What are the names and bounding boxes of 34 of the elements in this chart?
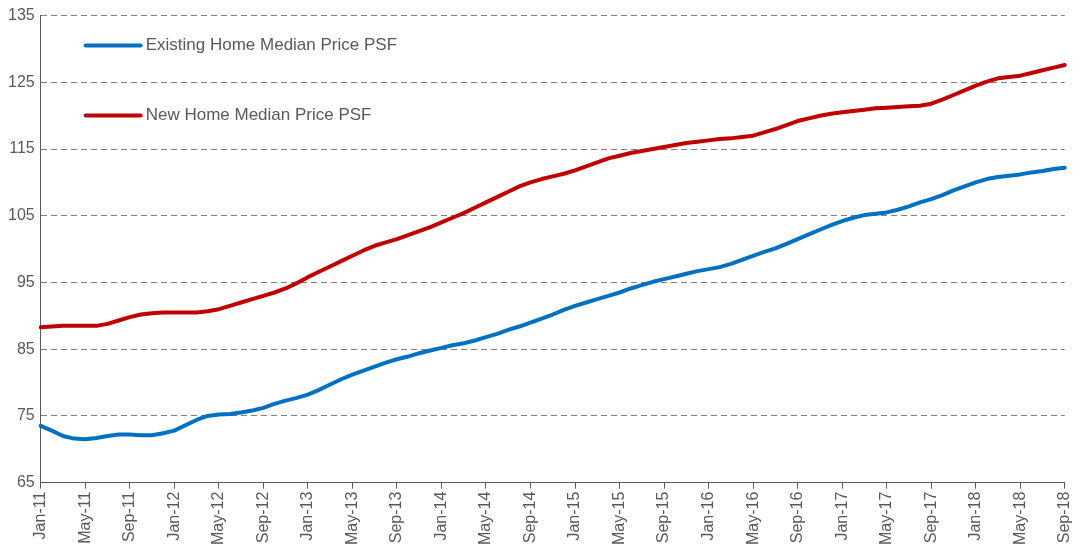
x-tick-label: May-16 <box>743 491 761 546</box>
x-tick-label: Jan-18 <box>966 491 984 541</box>
x-tick-label: May-18 <box>1010 491 1028 546</box>
x-tick-label: Jan-15 <box>565 491 583 541</box>
x-tick-label: May-17 <box>877 491 895 546</box>
y-tick-label: 85 <box>16 339 35 357</box>
x-tick-label: Jan-14 <box>431 491 449 541</box>
x-tick-label: Jan-12 <box>164 491 182 541</box>
x-tick-label: Sep-13 <box>387 491 405 544</box>
y-tick-label: 125 <box>7 72 35 90</box>
x-tick-label: Jan-16 <box>699 491 716 541</box>
x-tick-label: May-13 <box>342 491 360 546</box>
legend-label: Existing Home Median Price PSF <box>145 35 398 55</box>
x-tick-label: Sep-17 <box>921 491 939 544</box>
x-tick-label: Jan-13 <box>298 491 316 541</box>
y-tick-label: 105 <box>7 206 35 224</box>
x-tick-label: Jan-17 <box>832 491 850 541</box>
x-tick-label: Sep-18 <box>1055 491 1073 544</box>
y-tick-label: 65 <box>16 473 35 491</box>
x-tick-label: Sep-12 <box>253 491 271 544</box>
x-tick-label: May-12 <box>209 491 227 546</box>
legend-label: New Home Median Price PSF <box>145 105 372 125</box>
x-tick-label: May-11 <box>75 491 93 544</box>
y-tick-label: 75 <box>16 406 35 424</box>
x-tick-label: Jan-11 <box>31 491 49 540</box>
x-tick-label: Sep-14 <box>520 491 538 544</box>
x-tick-label: May-15 <box>609 491 627 546</box>
y-tick-label: 95 <box>16 272 35 290</box>
y-tick-label: 115 <box>9 139 35 157</box>
y-tick-label: 135 <box>7 6 35 24</box>
x-tick-label: Sep-11 <box>120 491 138 543</box>
x-tick-label: May-14 <box>476 491 494 546</box>
x-tick-label: Sep-16 <box>788 491 806 544</box>
x-tick-label: Sep-15 <box>654 491 672 544</box>
